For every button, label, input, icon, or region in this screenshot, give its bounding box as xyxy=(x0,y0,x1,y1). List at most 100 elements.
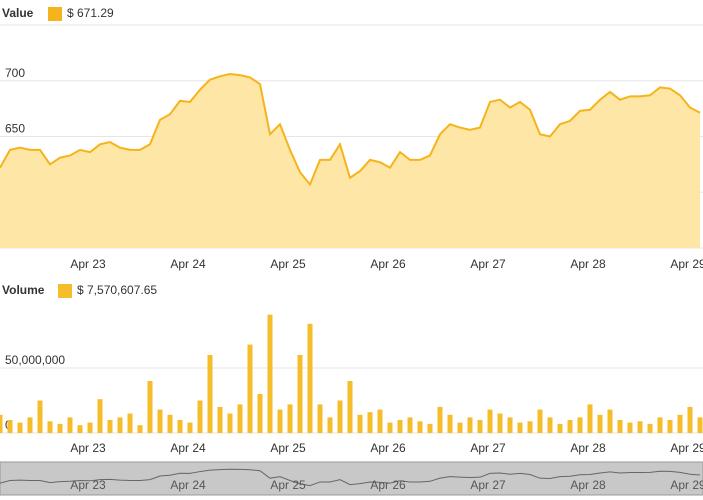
bar xyxy=(217,407,223,433)
navigator: Apr 23 Apr 24 Apr 25 Apr 26 Apr 27 Apr 28 Apr … xyxy=(0,461,703,496)
x-tick-label: Apr 24 xyxy=(170,257,206,271)
legend-swatch xyxy=(58,284,72,298)
bar xyxy=(387,422,393,433)
legend-name: Value xyxy=(2,6,34,20)
bar xyxy=(527,421,533,433)
bar xyxy=(257,394,263,433)
legend-name: Volume xyxy=(2,283,45,297)
bar xyxy=(17,422,23,433)
bar xyxy=(407,417,413,433)
x-tick-label: Apr 26 xyxy=(370,257,406,271)
bar xyxy=(207,355,213,433)
bar xyxy=(397,420,403,433)
bar xyxy=(307,323,313,433)
bar xyxy=(117,417,123,433)
y-tick-label: 700 xyxy=(5,66,25,80)
bar xyxy=(227,413,233,433)
bar xyxy=(0,414,3,433)
bar xyxy=(627,422,633,433)
bar xyxy=(177,420,183,433)
bar xyxy=(427,423,433,433)
navigator-label: Apr 24 xyxy=(170,478,206,492)
x-tick-label: Apr 23 xyxy=(70,257,106,271)
bar xyxy=(607,409,613,433)
bar xyxy=(667,420,673,433)
legend-value: $ 7,570,607.65 xyxy=(77,283,157,297)
bar xyxy=(57,423,63,433)
x-tick-label: Apr 25 xyxy=(270,257,306,271)
navigator-label: Apr 29 xyxy=(670,478,703,492)
bar xyxy=(457,422,463,433)
bar xyxy=(327,417,333,433)
bar xyxy=(537,409,543,433)
bar xyxy=(517,422,523,433)
bar xyxy=(287,404,293,433)
bar xyxy=(487,409,493,433)
bar xyxy=(547,417,553,433)
bar xyxy=(157,409,163,433)
bar xyxy=(677,414,683,433)
bar xyxy=(247,344,253,433)
bar xyxy=(337,400,343,433)
bar xyxy=(567,420,573,433)
navigator-line xyxy=(0,468,701,487)
y-tick-label: 50,000,000 xyxy=(5,353,65,367)
bar xyxy=(97,399,103,433)
x-tick-label: Apr 27 xyxy=(470,257,506,271)
bar xyxy=(467,417,473,433)
bar xyxy=(27,417,33,433)
bar xyxy=(7,420,13,433)
bar xyxy=(147,381,153,433)
bar xyxy=(77,425,83,433)
navigator-bg xyxy=(0,461,703,496)
bar xyxy=(617,420,623,433)
x-tick-label: Apr 25 xyxy=(270,441,306,455)
bar xyxy=(497,413,503,433)
bar xyxy=(557,423,563,433)
bar xyxy=(317,404,323,433)
bar xyxy=(477,420,483,433)
bar xyxy=(237,404,243,433)
bar xyxy=(67,417,73,433)
area-fill xyxy=(0,74,700,248)
bar xyxy=(697,417,703,433)
bar xyxy=(507,417,513,433)
bar xyxy=(367,412,373,433)
bar xyxy=(197,400,203,433)
x-tick-label: Apr 29 xyxy=(670,441,703,455)
navigator-label: Apr 28 xyxy=(570,478,606,492)
bar xyxy=(47,421,53,433)
bar xyxy=(277,409,283,433)
bar xyxy=(587,404,593,433)
bar xyxy=(167,414,173,433)
bar xyxy=(347,381,353,433)
bar xyxy=(137,425,143,433)
x-tick-label: Apr 23 xyxy=(70,441,106,455)
bar xyxy=(187,422,193,433)
x-tick-label: Apr 26 xyxy=(370,441,406,455)
bar xyxy=(87,422,93,433)
bar xyxy=(657,417,663,433)
bar xyxy=(37,400,43,433)
bar xyxy=(267,314,273,433)
navigator-label: Apr 27 xyxy=(470,478,506,492)
x-tick-label: Apr 27 xyxy=(470,441,506,455)
navigator-label: Apr 23 xyxy=(70,478,106,492)
bar xyxy=(357,414,363,433)
bar xyxy=(647,423,653,433)
navigator-label: Apr 25 xyxy=(270,478,306,492)
x-tick-label: Apr 28 xyxy=(570,257,606,271)
legend-value: $ 671.29 xyxy=(67,6,114,20)
line xyxy=(0,73,701,187)
bar xyxy=(437,407,443,433)
bar xyxy=(107,420,113,433)
navigator-label: Apr 26 xyxy=(370,478,406,492)
x-tick-label: Apr 24 xyxy=(170,441,206,455)
bar xyxy=(377,409,383,433)
bar xyxy=(687,407,693,433)
bar xyxy=(597,414,603,433)
bar xyxy=(417,421,423,433)
x-tick-label: Apr 29 xyxy=(670,257,703,271)
x-tick-label: Apr 28 xyxy=(570,441,606,455)
